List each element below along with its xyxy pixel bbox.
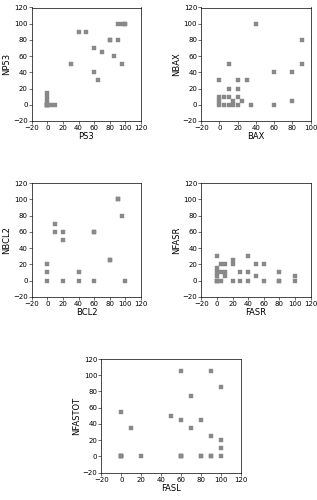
Y-axis label: NFASR: NFASR <box>172 226 181 254</box>
X-axis label: BAX: BAX <box>247 132 265 141</box>
Y-axis label: NBCL2: NBCL2 <box>3 226 11 254</box>
X-axis label: FASL: FASL <box>161 484 181 493</box>
X-axis label: BCL2: BCL2 <box>76 308 97 318</box>
X-axis label: FASR: FASR <box>245 308 267 318</box>
Y-axis label: NBAX: NBAX <box>172 52 181 76</box>
Y-axis label: NFASTOT: NFASTOT <box>72 396 81 435</box>
Y-axis label: NP53: NP53 <box>3 53 11 76</box>
X-axis label: PS3: PS3 <box>79 132 94 141</box>
